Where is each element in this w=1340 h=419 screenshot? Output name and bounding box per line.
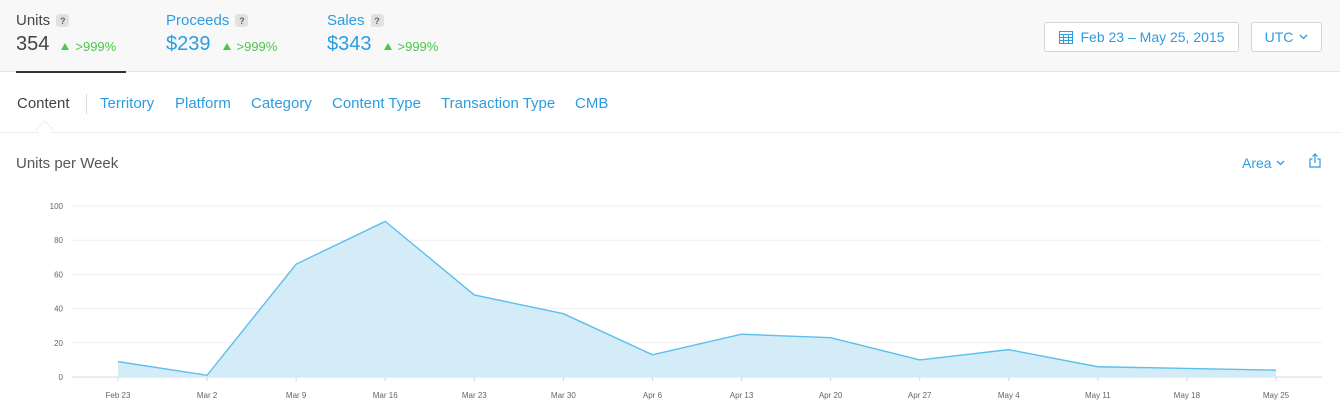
metric-delta: >999% <box>383 39 439 54</box>
y-tick-label: 80 <box>54 236 63 245</box>
series-area <box>118 221 1276 377</box>
help-icon[interactable]: ? <box>370 14 384 27</box>
metric-delta: >999% <box>61 39 116 54</box>
metrics-bar: Units ? 354 >999% Proceeds ? $239 >999% … <box>0 0 1340 73</box>
x-tick-label: Mar 16 <box>373 391 398 400</box>
tab-content[interactable]: Content <box>17 95 70 112</box>
tab-transaction-type[interactable]: Transaction Type <box>441 95 556 112</box>
metric-label: Proceeds <box>166 12 230 29</box>
metric-value: 354 <box>16 33 50 55</box>
share-icon[interactable] <box>1309 153 1321 168</box>
chart-x-axis: Feb 23 Mar 2 Mar 9 Mar 16 Mar 23 Mar 30 Apr 6 A… <box>106 377 1290 400</box>
active-metric-underline <box>16 71 126 73</box>
metric-delta: >999% <box>222 39 278 54</box>
delta-text: >999% <box>397 39 439 54</box>
delta-text: >999% <box>236 39 278 54</box>
units-area-chart: Feb 23 Mar 2 Mar 9 Mar 16 Mar 23 Mar 30 Apr 6 A… <box>50 202 1322 400</box>
x-tick-label: Apr 6 <box>643 391 663 400</box>
date-range-label: Feb 23 – May 25, 2015 <box>1080 29 1225 45</box>
triangle-up-icon <box>222 43 231 50</box>
metric-label: Units <box>16 12 51 29</box>
chevron-down-icon <box>1276 160 1285 166</box>
date-range-button[interactable]: Feb 23 – May 25, 2015 <box>1044 22 1239 52</box>
series-line <box>117 220 1277 377</box>
x-tick-label: Mar 9 <box>286 391 307 400</box>
timezone-button[interactable]: UTC <box>1251 22 1322 52</box>
triangle-up-icon <box>61 43 70 50</box>
y-tick-label: 40 <box>54 305 63 314</box>
chart-y-axis: 0 20 40 60 80 100 <box>50 202 64 382</box>
chart-type-label: Area <box>1242 155 1272 171</box>
metric-sales[interactable]: Sales ? $343 >999% <box>327 12 438 56</box>
x-tick-label: May 18 <box>1174 391 1201 400</box>
y-tick-label: 0 <box>59 373 64 382</box>
tab-content-type[interactable]: Content Type <box>332 95 421 112</box>
x-tick-label: Mar 2 <box>197 391 218 400</box>
calendar-icon <box>1058 30 1073 44</box>
y-tick-label: 60 <box>54 270 63 279</box>
metric-value: $343 <box>327 33 372 55</box>
tab-platform[interactable]: Platform <box>175 95 231 112</box>
dimension-tabs: Content Territory Platform Category Cont… <box>0 73 1340 139</box>
chart-type-dropdown[interactable]: Area <box>1242 155 1285 171</box>
y-tick-label: 100 <box>50 202 64 211</box>
x-tick-label: Mar 30 <box>551 391 576 400</box>
x-tick-label: May 4 <box>998 391 1020 400</box>
timezone-label: UTC <box>1264 29 1294 45</box>
tab-territory[interactable]: Territory <box>100 95 155 112</box>
chevron-down-icon <box>1299 34 1308 40</box>
y-tick-label: 20 <box>54 339 63 348</box>
help-icon[interactable]: ? <box>56 14 70 27</box>
metric-value: $239 <box>166 33 211 55</box>
help-icon[interactable]: ? <box>235 14 249 27</box>
x-tick-label: Apr 27 <box>908 391 932 400</box>
metric-proceeds[interactable]: Proceeds ? $239 >999% <box>166 12 277 56</box>
x-tick-label: Feb 23 <box>106 391 131 400</box>
tab-cmb[interactable]: CMB <box>575 95 609 112</box>
tab-divider <box>86 94 87 114</box>
x-tick-label: Apr 13 <box>730 391 754 400</box>
triangle-up-icon <box>383 43 392 50</box>
metric-label: Sales <box>327 12 365 29</box>
x-tick-label: Mar 23 <box>462 391 487 400</box>
tab-category[interactable]: Category <box>251 95 312 112</box>
metric-units[interactable]: Units ? 354 >999% <box>16 12 116 56</box>
x-tick-label: Apr 20 <box>819 391 843 400</box>
chart-area <box>117 220 1277 377</box>
active-tab-caret <box>35 120 54 139</box>
chart-title: Units per Week <box>16 155 119 172</box>
delta-text: >999% <box>75 39 117 54</box>
x-tick-label: May 11 <box>1085 391 1111 400</box>
x-tick-label: May 25 <box>1263 391 1290 400</box>
